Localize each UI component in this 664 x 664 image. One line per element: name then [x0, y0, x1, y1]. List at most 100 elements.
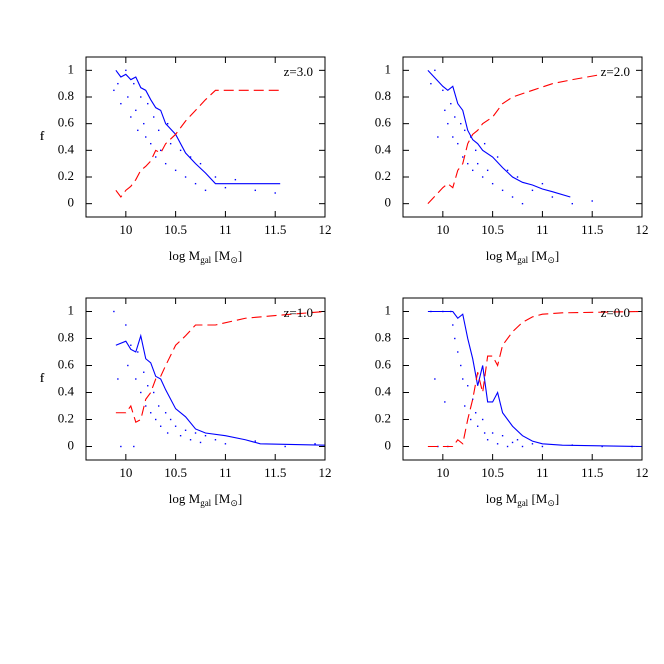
x-axis-label-part: gal [517, 255, 528, 265]
scatter-point [145, 405, 147, 407]
scatter-point [516, 439, 519, 441]
x-tick-label: 11.5 [264, 222, 286, 237]
plot-frame [85, 56, 326, 218]
scatter-point [460, 364, 462, 367]
x-axis-label-part: ] [555, 491, 559, 506]
x-axis-label: log Mgal [M⊙] [169, 491, 242, 508]
scatter-point [164, 162, 167, 165]
y-tick-label: 0.2 [375, 410, 391, 425]
scatter-point [140, 96, 142, 98]
scatter-point [430, 82, 432, 85]
series-line [427, 310, 643, 448]
scatter-point [521, 445, 524, 448]
scatter-point [194, 182, 197, 185]
scatter-point [476, 162, 479, 165]
scatter-point [224, 186, 227, 189]
scatter-point [137, 351, 139, 353]
scatter-point [159, 149, 162, 152]
x-tick-label: 10 [436, 465, 449, 480]
x-axis-label: log Mgal [M⊙] [486, 491, 559, 508]
scatter-point [145, 136, 147, 138]
scatter-point [169, 142, 172, 145]
scatter-point [143, 371, 145, 373]
scatter-point [467, 385, 469, 387]
scatter-point [314, 443, 316, 445]
x-tick-label: 12 [636, 465, 649, 480]
y-tick-label: 0.6 [58, 115, 75, 130]
y-tick-label: 0.4 [375, 141, 392, 156]
scatter-point [150, 412, 152, 414]
scatter-point [117, 82, 119, 85]
scatter-point [157, 405, 160, 407]
x-axis-label-part: log M [169, 248, 201, 263]
scatter-point [541, 445, 544, 448]
plot-frame [402, 56, 643, 218]
y-tick-label: 1 [385, 61, 392, 76]
scatter-point [462, 156, 464, 158]
series-line [427, 69, 571, 198]
scatter-point [174, 425, 177, 427]
scatter-point [434, 69, 436, 72]
x-tick-label: 10.5 [481, 465, 504, 480]
scatter-point [472, 398, 474, 400]
x-axis-label-part: [M [211, 248, 231, 263]
plot-frame [402, 297, 643, 461]
scatter-point [491, 432, 494, 434]
scatter-point [511, 196, 514, 198]
x-tick-label: 11.5 [581, 222, 603, 237]
x-axis-label-part: ] [555, 248, 559, 263]
scatter-point [224, 443, 227, 445]
x-tick-label: 11.5 [264, 465, 286, 480]
scatter-point [434, 378, 436, 380]
scatter-point [199, 441, 202, 444]
x-axis-label-part: ⊙ [230, 255, 238, 265]
x-axis-label-part: gal [200, 498, 211, 508]
x-axis-label-part: ] [238, 248, 242, 263]
scatter-point [199, 162, 202, 165]
scatter-point [464, 129, 466, 132]
scatter-point [521, 202, 524, 205]
scatter-point [474, 412, 477, 414]
scatter-point [437, 136, 439, 138]
x-axis-label: log Mgal [M⊙] [169, 248, 242, 265]
scatter-point [447, 122, 449, 125]
scatter-point [531, 443, 534, 445]
panel: 10 10.5 11 11.5 12 0 0.2 0.4 0.6 0.8 1 z=1.0 f log Mg… [40, 297, 332, 508]
scatter-point [174, 169, 177, 172]
scatter-point [462, 378, 464, 380]
scatter-point [179, 149, 182, 152]
scatter-point [506, 169, 509, 172]
scatter-point [153, 116, 155, 118]
scatter-point [483, 142, 486, 145]
scatter-point [254, 440, 256, 442]
scatter-point [133, 445, 135, 448]
scatter-point [125, 324, 127, 326]
scatter-point [204, 435, 207, 437]
series-line [115, 70, 281, 185]
scatter-point [194, 432, 197, 434]
scatter-point [472, 169, 474, 172]
y-axis-label: f [40, 128, 45, 143]
scatter-point [130, 344, 132, 346]
x-axis-label-part: ] [238, 491, 242, 506]
x-axis-label-part: [M [528, 248, 548, 263]
series-line [427, 73, 603, 205]
scatter-point [571, 202, 573, 205]
y-tick-label: 0.8 [58, 329, 74, 344]
y-axis-label: f [40, 370, 45, 385]
series-line [115, 89, 281, 198]
scatter-point [483, 432, 486, 434]
x-axis-label-part: log M [486, 248, 518, 263]
scatter-point [516, 176, 519, 178]
scatter-point [113, 310, 115, 313]
scatter-point [476, 425, 479, 427]
y-tick-label: 1 [68, 61, 75, 76]
series-line [427, 310, 643, 448]
scatter-point [457, 142, 459, 145]
scatter-point [169, 418, 172, 421]
x-tick-label: 10 [119, 222, 132, 237]
x-axis-label: log Mgal [M⊙] [486, 248, 559, 265]
scatter-point [444, 109, 446, 112]
